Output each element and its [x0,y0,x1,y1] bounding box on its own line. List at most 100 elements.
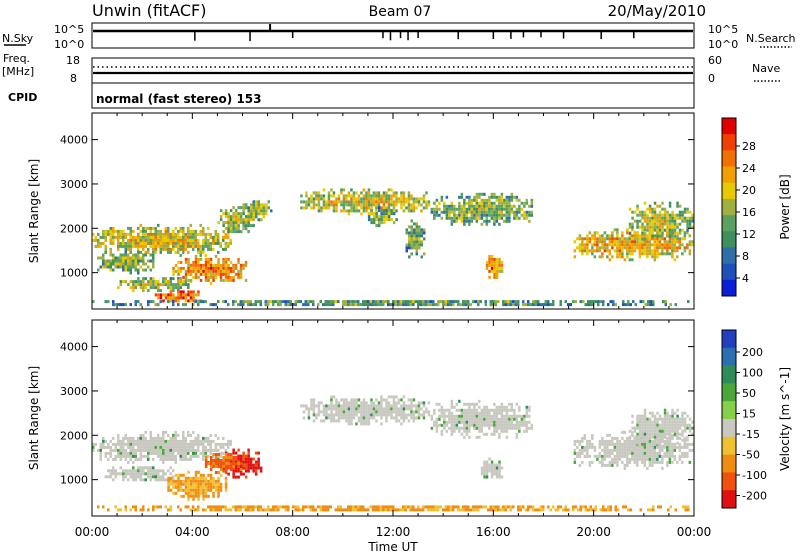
heatmap-cell [199,473,203,477]
heatmap-cell [636,426,639,430]
heatmap-cell [564,300,567,304]
heatmap-cell [149,448,152,452]
heatmap-cell [638,438,642,442]
heatmap-cell [144,244,147,248]
freq-label: Freq. [3,52,30,65]
heatmap-cell [207,488,210,492]
heatmap-cell [117,259,120,263]
heatmap-cell [377,300,380,304]
heatmap-cell [618,451,622,455]
heatmap-cell [520,213,524,217]
heatmap-cell [437,300,440,304]
heatmap-cell [493,402,496,406]
heatmap-cell [646,454,649,458]
heatmap-cell [377,221,381,225]
heatmap-cell [638,414,642,418]
heatmap-cell [392,404,396,408]
heatmap-cell [124,244,127,248]
heatmap-cell [646,466,649,470]
heatmap-cell [149,286,153,290]
heatmap-cell [450,405,454,409]
heatmap-cell [242,224,245,228]
heatmap-cell [139,448,142,452]
heatmap-cell [402,191,406,195]
heatmap-cell [478,210,481,214]
heatmap-cell [152,508,155,512]
heatmap-cell [369,300,372,304]
heatmap-cell [194,257,198,261]
heatmap-cell [377,410,381,414]
heatmap-cell [483,192,486,196]
heatmap-cell [149,300,152,304]
heatmap-cell [493,222,496,226]
heatmap-cell [327,413,331,417]
heatmap-cell [247,451,250,455]
heatmap-cell [547,303,550,307]
heatmap-cell [149,244,152,248]
heatmap-cell [375,191,378,195]
heatmap-cell [117,232,120,236]
heatmap-cell [239,468,243,471]
heatmap-cell [127,238,130,242]
heatmap-cell [209,505,212,509]
heatmap-cell [588,442,592,446]
heatmap-cell [197,439,200,443]
heatmap-cell [194,476,198,480]
heatmap-cell [681,414,684,418]
heatmap-cell [177,299,180,303]
heatmap-cell [510,423,514,427]
heatmap-cell [483,420,486,424]
heatmap-cell [479,300,482,304]
heatmap-cell [423,237,426,241]
heatmap-cell [671,411,674,415]
heatmap-cell [623,430,627,434]
heatmap-cell [372,413,376,417]
heatmap-cell [488,275,491,279]
heatmap-cell [598,249,602,253]
heatmap-cell [478,423,481,427]
heatmap-cell [272,508,275,512]
heatmap-cell [668,429,672,433]
heatmap-cell [117,454,120,458]
heatmap-cell [402,200,406,204]
heatmap-cell [623,246,627,250]
heatmap-cell [177,250,180,254]
heatmap-cell [349,505,352,509]
heatmap-cell [224,227,228,231]
heatmap-cell [435,420,439,424]
heatmap-cell [362,407,366,411]
heatmap-cell [132,280,135,284]
heatmap-cell [422,508,425,512]
heatmap-cell [214,269,218,273]
heatmap-cell [488,213,491,217]
heatmap-cell [92,448,95,452]
heatmap-cell [332,416,336,420]
heatmap-cell [408,225,411,229]
heatmap-cell [212,238,215,242]
heatmap-cell [578,243,582,247]
heatmap-cell [287,508,290,512]
heatmap-cell [104,250,107,254]
heatmap-cell [187,290,190,294]
heatmap-cell [382,203,386,207]
heatmap-cell [257,463,260,467]
heatmap-cell [661,243,664,247]
heatmap-cell [127,268,130,272]
heatmap-cell [227,218,230,222]
heatmap-cell [653,213,657,217]
heatmap-cell [217,436,220,440]
heatmap-cell [440,429,444,433]
heatmap-cell [377,209,381,213]
heatmap-cell [628,240,632,244]
heatmap-cell [641,457,644,461]
heatmap-cell [503,420,506,424]
heatmap-cell [214,266,218,270]
heatmap-cell [651,222,654,226]
heatmap-cell [678,237,682,241]
heatmap-cell [673,213,677,217]
heatmap-cell [667,508,670,512]
heatmap-cell [688,234,692,238]
heatmap-cell [633,249,637,253]
heatmap-cell [137,259,140,263]
heatmap-cell [330,194,333,198]
